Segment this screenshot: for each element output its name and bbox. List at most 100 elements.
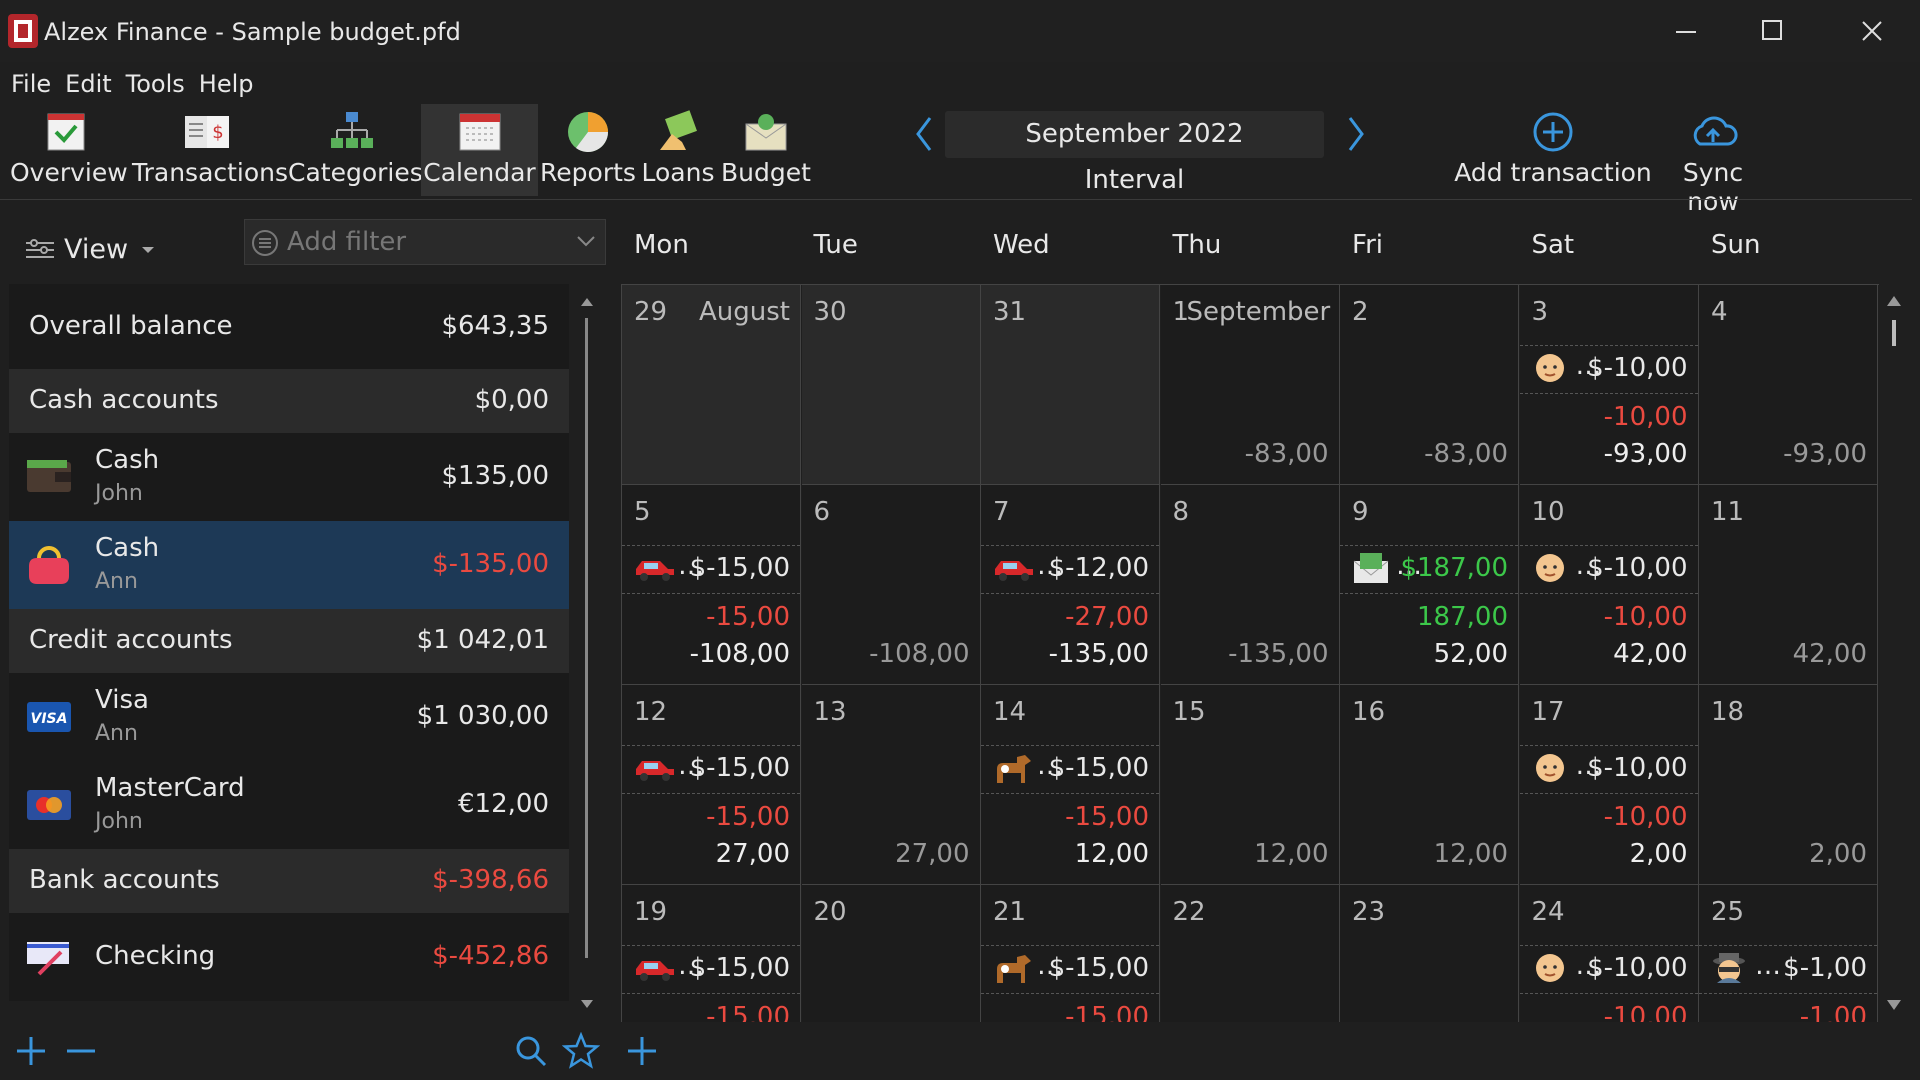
day-cell[interactable]: 8 -135,00: [1160, 485, 1340, 685]
total-row[interactable]: Overall balance $643,35: [9, 284, 569, 369]
ellipsis: …: [1037, 751, 1063, 781]
category-icon: [1535, 354, 1564, 382]
account-row[interactable]: Checking $-452,86: [9, 913, 569, 1001]
day-cell[interactable]: 15 12,00: [1160, 685, 1340, 885]
toolbar-button[interactable]: Budget: [718, 104, 814, 196]
dashed-line: [1340, 545, 1518, 546]
day-cell[interactable]: 16 12,00: [1340, 685, 1519, 885]
window-title: Alzex Finance - Sample budget.pfd: [44, 18, 461, 46]
account-row[interactable]: MasterCard John €12,00: [9, 761, 569, 849]
toolbar-icon: [47, 113, 85, 151]
transaction-amount[interactable]: $-10,00: [1587, 553, 1688, 583]
day-cell[interactable]: 22: [1160, 885, 1340, 1023]
group-row[interactable]: Cash accounts $0,00: [9, 369, 569, 433]
prev-period[interactable]: [910, 112, 940, 156]
toolbar-button[interactable]: Loans: [638, 104, 718, 196]
menu-item[interactable]: Edit: [65, 70, 112, 98]
day-cell[interactable]: 21 … $-15,00 -15,00: [981, 885, 1160, 1023]
transaction-amount[interactable]: $187,00: [1400, 553, 1508, 583]
day-total: -15,00: [706, 602, 790, 632]
sidebar-scrollbar[interactable]: [576, 288, 598, 1018]
day-cell[interactable]: 29 August: [622, 285, 801, 485]
transaction-amount[interactable]: $-15,00: [689, 953, 790, 983]
row-amount: $1 042,01: [416, 625, 549, 655]
day-number: 8: [1172, 497, 1190, 527]
day-cell[interactable]: 2 -83,00: [1340, 285, 1519, 485]
day-cell[interactable]: 17 … $-10,00 -10,00 2,00: [1519, 685, 1699, 885]
day-balance: 12,00: [1074, 839, 1149, 869]
day-cell[interactable]: 25 … $-1,00 -1,00: [1699, 885, 1878, 1023]
calendar-scrollbar[interactable]: [1883, 288, 1905, 1018]
transaction-amount[interactable]: $-12,00: [1048, 553, 1149, 583]
toolbar-button[interactable]: Overview: [10, 104, 128, 196]
day-cell[interactable]: 9 … $187,00 187,00 52,00: [1340, 485, 1519, 685]
day-cell[interactable]: 24 … $-10,00 -10,00: [1519, 885, 1699, 1023]
transaction-amount[interactable]: $-10,00: [1587, 753, 1688, 783]
day-balance: 52,00: [1433, 639, 1508, 669]
day-cell[interactable]: 30: [801, 285, 981, 485]
row-amount: $-398,66: [432, 865, 549, 895]
day-cell[interactable]: 31: [981, 285, 1160, 485]
menu-item[interactable]: Help: [198, 70, 254, 98]
transaction-amount[interactable]: $-10,00: [1587, 353, 1688, 383]
day-cell[interactable]: 13 27,00: [801, 685, 981, 885]
window-controls[interactable]: [1670, 16, 1900, 46]
day-cell[interactable]: 1 September -83,00: [1160, 285, 1340, 485]
transaction-amount[interactable]: $-10,00: [1587, 953, 1688, 983]
period-field[interactable]: September 2022: [945, 111, 1324, 158]
day-cell[interactable]: 12 … $-15,00 -15,00 27,00: [622, 685, 801, 885]
day-cell[interactable]: 11 42,00: [1699, 485, 1878, 685]
sync-button[interactable]: Sync now: [1656, 104, 1770, 216]
dashed-line: [622, 593, 800, 594]
menu-bar: File Edit Tools Help: [11, 70, 254, 98]
transaction-amount[interactable]: $-15,00: [689, 753, 790, 783]
transaction-amount[interactable]: $-15,00: [1048, 953, 1149, 983]
day-cell[interactable]: 4 -93,00: [1699, 285, 1878, 485]
search-button[interactable]: [514, 1034, 548, 1068]
day-balance: 2,00: [1629, 839, 1688, 869]
add-calendar-button[interactable]: [625, 1034, 659, 1068]
view-button[interactable]: View: [24, 234, 160, 265]
menu-item[interactable]: File: [11, 70, 52, 98]
transaction-amount[interactable]: $-15,00: [689, 553, 790, 583]
day-cell[interactable]: 20: [801, 885, 981, 1023]
filter-input[interactable]: Add filter: [244, 219, 606, 265]
day-cell[interactable]: 10 … $-10,00 -10,00 42,00: [1519, 485, 1699, 685]
account-row[interactable]: VISA Visa Ann $1 030,00: [9, 673, 569, 761]
favorite-button[interactable]: [562, 1032, 600, 1070]
next-period[interactable]: [1340, 112, 1370, 156]
account-row[interactable]: Cash John $135,00: [9, 433, 569, 521]
day-cell[interactable]: 5 … $-15,00 -15,00 -108,00: [622, 485, 801, 685]
transaction-amount[interactable]: $-1,00: [1783, 953, 1867, 983]
row-name: Checking: [95, 941, 216, 971]
day-cell[interactable]: 18 2,00: [1699, 685, 1878, 885]
account-owner: John: [95, 809, 143, 834]
menu-item[interactable]: Tools: [125, 70, 185, 98]
add-account-button[interactable]: [14, 1034, 48, 1068]
group-row[interactable]: Credit accounts $1 042,01: [9, 609, 569, 673]
day-total: -10,00: [1603, 602, 1688, 632]
dashed-line: [1519, 393, 1698, 394]
day-cell[interactable]: 19 … $-15,00 -15,00: [622, 885, 801, 1023]
day-cell[interactable]: 6 -108,00: [801, 485, 981, 685]
add-transaction-button[interactable]: Add transaction: [1450, 104, 1656, 196]
day-cell[interactable]: 23: [1340, 885, 1519, 1023]
divider: [0, 199, 1912, 200]
group-row[interactable]: Bank accounts $-398,66: [9, 849, 569, 913]
day-cell[interactable]: 14 … $-15,00 -15,00 12,00: [981, 685, 1160, 885]
transaction-amount[interactable]: $-15,00: [1048, 753, 1149, 783]
day-number: 15: [1172, 697, 1206, 727]
day-balance: 42,00: [1613, 639, 1688, 669]
day-cell[interactable]: 3 … $-10,00 -10,00 -93,00: [1519, 285, 1699, 485]
day-balance: -83,00: [1244, 439, 1329, 469]
dashed-line: [981, 945, 1159, 946]
remove-account-button[interactable]: [64, 1034, 98, 1068]
toolbar-button[interactable]: Categories: [288, 104, 423, 196]
toolbar-button[interactable]: $ Transactions: [132, 104, 288, 196]
day-balance: 27,00: [715, 839, 790, 869]
toolbar-button[interactable]: Calendar: [421, 104, 538, 196]
account-owner: Ann: [95, 569, 138, 594]
toolbar-button[interactable]: Reports: [538, 104, 638, 196]
account-row[interactable]: Cash Ann $-135,00: [9, 521, 569, 609]
day-cell[interactable]: 7 … $-12,00 -27,00 -135,00: [981, 485, 1160, 685]
